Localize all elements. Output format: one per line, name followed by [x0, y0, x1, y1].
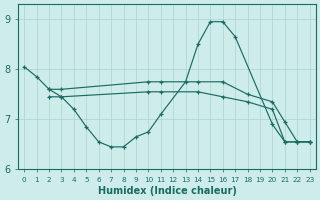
X-axis label: Humidex (Indice chaleur): Humidex (Indice chaleur) [98, 186, 236, 196]
